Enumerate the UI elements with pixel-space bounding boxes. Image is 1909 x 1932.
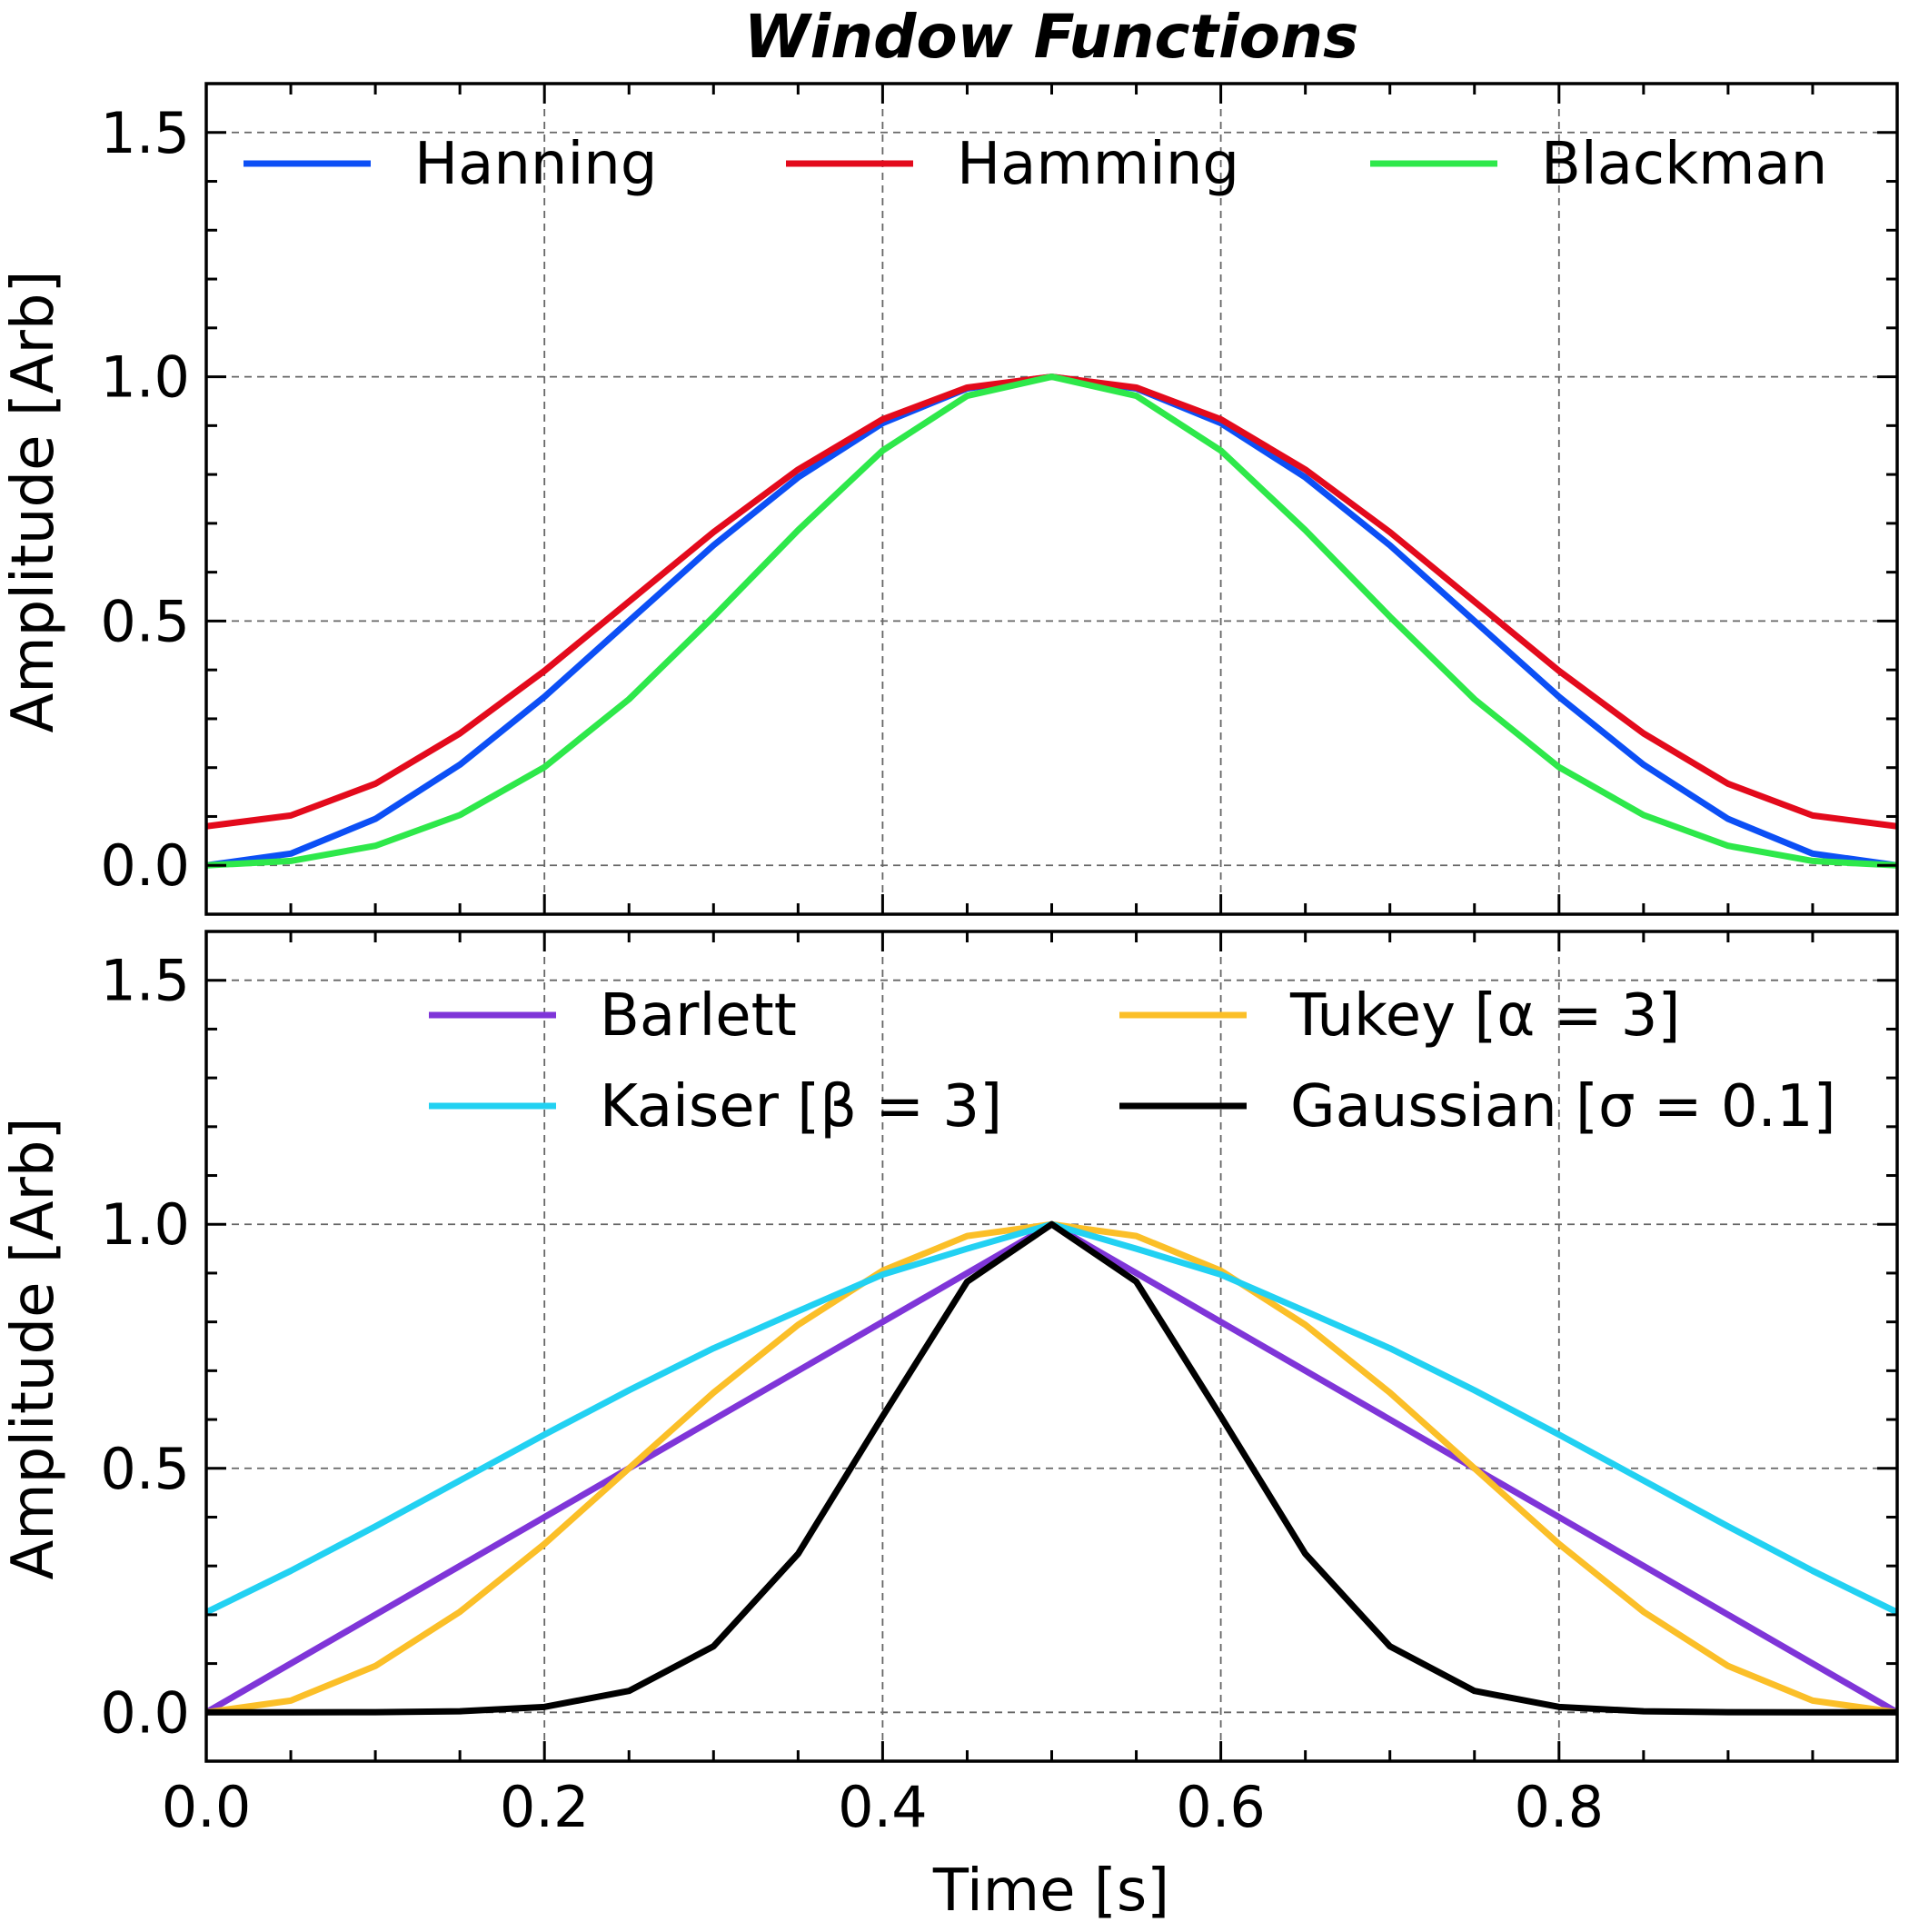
series-line [206, 373, 1897, 869]
legend-label: Hamming [957, 131, 1239, 198]
x-tick-label: 0.4 [838, 1774, 928, 1840]
y-tick-label: 0.5 [100, 1436, 190, 1502]
y-tick-label: 0.0 [100, 832, 190, 899]
grid-lines [205, 84, 1897, 914]
y-tick-label: 1.0 [100, 344, 190, 411]
legend-label: Barlett [600, 982, 797, 1050]
legend-label: Blackman [1541, 131, 1827, 198]
legend-entry: Hanning [244, 131, 657, 198]
y-tick-label: 1.0 [100, 1191, 190, 1258]
legend-label: Gaussian [σ = 0.1] [1290, 1073, 1836, 1140]
plot-frame [204, 930, 1899, 1763]
legend-label: Tukey [α = 3] [1289, 982, 1680, 1050]
series-lines [206, 373, 1897, 869]
y-tick-label: 0.5 [100, 588, 190, 654]
series-line [206, 1220, 1897, 1616]
x-tick-label: 0.0 [162, 1774, 252, 1840]
legend-entry: Tukey [α = 3] [1119, 982, 1680, 1050]
bottom-panel: 0.0 0.5 1.0 1.5 0.0 0.2 0.4 0.6 0.8 Barlett Tukey … [100, 930, 1899, 1840]
legend-entry: Kaiser [β = 3] [429, 1073, 1002, 1140]
legend: Hanning Hamming Blackman [244, 131, 1827, 198]
x-tick-label: 0.2 [500, 1774, 590, 1840]
y-tick-label: 0.0 [100, 1679, 190, 1746]
plot-frame [204, 82, 1899, 916]
x-axis-label: Time [s] [932, 1857, 1169, 1925]
y-tick-label: 1.5 [100, 100, 190, 166]
chart-title: Window Functions [744, 2, 1359, 72]
x-tick-label: 0.8 [1514, 1774, 1604, 1840]
legend-label: Kaiser [β = 3] [600, 1073, 1002, 1140]
legend-entry: Gaussian [σ = 0.1] [1119, 1073, 1836, 1140]
legend-label: Hanning [414, 131, 657, 198]
legend-entry: Blackman [1370, 131, 1827, 198]
y-tick-label: 1.5 [100, 948, 190, 1014]
legend: Barlett Tukey [α = 3] Kaiser [β = 3] Gaussi… [429, 982, 1836, 1140]
tick-marks [204, 84, 1897, 914]
bottom-y-axis-label: Amplitude [Arb] [0, 1118, 67, 1580]
top-panel: 0.0 0.5 1.0 1.5 Hanning Hamming Blackman [100, 82, 1899, 916]
series-line [206, 373, 1897, 830]
top-y-axis-label: Amplitude [Arb] [0, 271, 67, 733]
tick-marks [204, 931, 1897, 1761]
legend-entry: Barlett [429, 982, 797, 1050]
legend-entry: Hamming [786, 131, 1239, 198]
grid-lines [205, 931, 1897, 1761]
x-tick-label: 0.6 [1176, 1774, 1266, 1840]
series-line [206, 1220, 1897, 1716]
series-lines [206, 1220, 1897, 1716]
